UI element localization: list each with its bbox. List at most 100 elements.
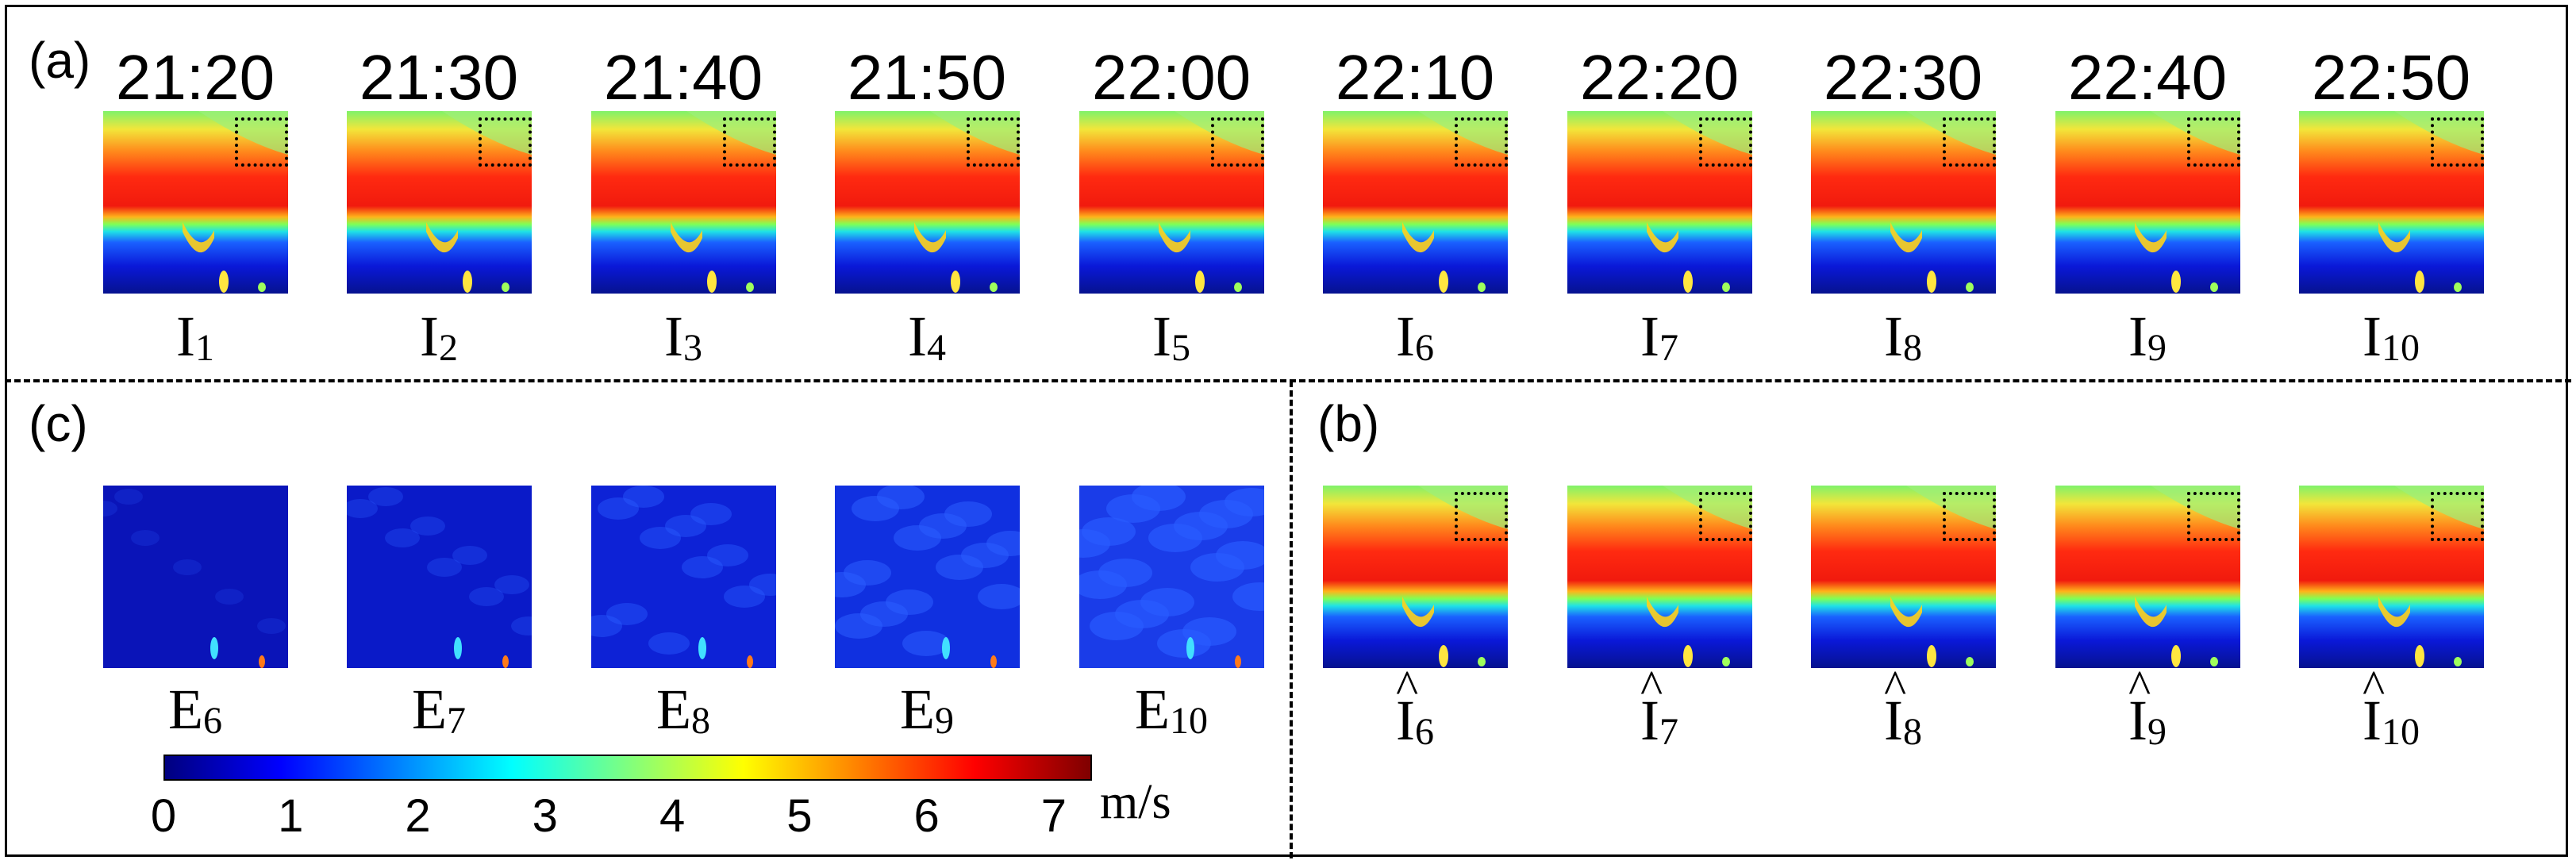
frame-letter: I (908, 305, 927, 368)
input-frame-tile (1323, 111, 1508, 294)
frame-letter: E (168, 678, 203, 741)
frame-index: 5 (1171, 327, 1190, 369)
frame-letter: I (1152, 305, 1171, 368)
input-frame-label: I8 (1808, 305, 1998, 368)
highlight-box (2431, 117, 2484, 167)
frame-letter: I (1640, 663, 1659, 749)
time-label: 22:30 (1823, 42, 1983, 113)
frame-index: 6 (1414, 711, 1434, 753)
frame-letter: I (1396, 305, 1415, 368)
error-map-label: E8 (588, 678, 779, 741)
highlight-box (723, 117, 776, 167)
time-label: 22:10 (1335, 42, 1495, 113)
frame-index: 6 (1414, 327, 1434, 369)
frame-index: 9 (934, 700, 954, 742)
predicted-frame-tile (2299, 486, 2484, 668)
vertical-divider (1290, 381, 1293, 858)
time-label: 22:50 (2311, 42, 2471, 113)
time-label: 21:40 (603, 42, 763, 113)
predicted-frame-label: I9 (2052, 663, 2243, 751)
frame-letter: I (1884, 305, 1903, 368)
error-map-label: E7 (344, 681, 534, 740)
predicted-frame-label: I6 (1320, 663, 1510, 751)
input-frame-label: I4 (832, 305, 1022, 368)
predicted-frame-tile (1567, 486, 1752, 668)
highlight-box (1943, 492, 1996, 541)
wind-speed-heatmap (1567, 486, 1752, 668)
input-frame-label: I1 (100, 308, 290, 367)
wind-speed-heatmap (2055, 111, 2240, 294)
wind-speed-heatmap (2299, 111, 2484, 294)
time-label: 22:40 (2067, 42, 2228, 113)
highlight-box (479, 117, 532, 167)
colorbar-tick-label: 5 (786, 790, 813, 842)
predicted-frame-label: I10 (2296, 663, 2486, 751)
input-frame-tile (1567, 111, 1752, 294)
wind-speed-heatmap (1811, 486, 1996, 668)
input-frame-label: I7 (1564, 308, 1755, 367)
input-frame-tile (2299, 111, 2484, 294)
frame-letter: I (2363, 305, 2382, 368)
colorbar-tick-label: 4 (659, 790, 686, 842)
input-frame-label: I9 (2052, 308, 2243, 367)
error-map-label: E9 (832, 678, 1022, 741)
input-frame-tile (347, 111, 532, 294)
time-label: 22:20 (1579, 42, 1740, 113)
wind-speed-heatmap (103, 111, 288, 294)
input-frame-label: I5 (1076, 305, 1267, 368)
highlight-box (1455, 117, 1508, 167)
wind-speed-heatmap (2055, 486, 2240, 668)
highlight-box (1699, 117, 1752, 167)
input-frame-label: I6 (1320, 305, 1510, 368)
wind-speed-heatmap (1323, 486, 1508, 668)
highlight-box (2187, 117, 2240, 167)
colorbar-tick-label: 6 (913, 790, 940, 842)
frame-letter: E (1135, 678, 1170, 741)
panel-label-c: (c) (29, 395, 88, 452)
frame-index: 9 (2147, 327, 2167, 369)
frame-letter: E (656, 678, 691, 741)
frame-index: 2 (438, 327, 458, 369)
error-map-tile (835, 486, 1020, 668)
highlight-box (2431, 492, 2484, 541)
highlight-box (1211, 117, 1264, 167)
error-map-label: E6 (100, 678, 290, 741)
frame-letter: I (2363, 663, 2382, 749)
frame-index: 10 (1169, 700, 1208, 742)
predicted-frame-tile (2055, 486, 2240, 668)
colorbar-tick-label: 0 (150, 790, 177, 842)
frame-letter: E (900, 678, 935, 741)
predicted-frame-label: I7 (1564, 663, 1755, 751)
input-frame-tile (103, 111, 288, 294)
error-heatmap (1079, 486, 1264, 668)
frame-letter: I (1396, 663, 1415, 749)
frame-index: 1 (194, 327, 214, 369)
input-frame-label: I3 (588, 308, 779, 367)
predicted-frame-label: I8 (1808, 663, 1998, 751)
frame-index: 8 (1902, 327, 1922, 369)
error-heatmap (347, 486, 532, 668)
error-map-label: E10 (1076, 678, 1267, 741)
frame-index: 8 (1902, 711, 1922, 753)
input-frame-label: I10 (2296, 305, 2486, 368)
frame-letter: I (420, 305, 439, 368)
highlight-box (1699, 492, 1752, 541)
time-label: 21:20 (115, 42, 275, 113)
frame-index: 7 (1659, 327, 1678, 369)
outer-frame (5, 5, 2568, 857)
input-frame-label: I2 (344, 305, 534, 368)
highlight-box (235, 117, 288, 167)
frame-index: 6 (202, 700, 222, 742)
input-frame-tile (835, 111, 1020, 294)
wind-speed-heatmap (1567, 111, 1752, 294)
frame-index: 7 (446, 700, 466, 742)
frame-index: 3 (682, 327, 702, 369)
wind-speed-heatmap (1811, 111, 1996, 294)
error-map-tile (103, 486, 288, 668)
wind-speed-heatmap (347, 111, 532, 294)
wind-speed-heatmap (2299, 486, 2484, 668)
frame-index: 8 (690, 700, 710, 742)
input-frame-tile (591, 111, 776, 294)
panel-label-b: (b) (1317, 395, 1380, 452)
